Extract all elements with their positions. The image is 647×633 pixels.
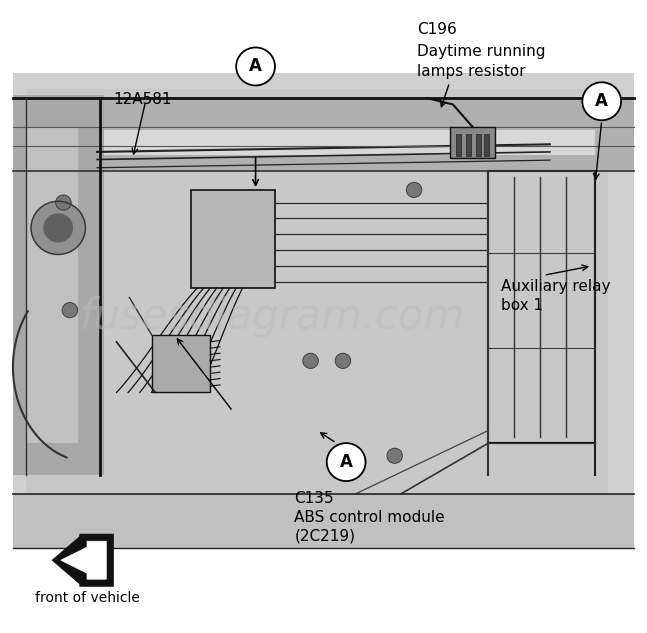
Circle shape [406,182,422,197]
Text: C135: C135 [294,491,334,506]
Text: front of vehicle: front of vehicle [35,591,140,605]
Bar [26,130,595,155]
Bar [13,73,634,548]
Circle shape [327,443,366,481]
Text: A: A [249,58,262,75]
Circle shape [236,47,275,85]
Circle shape [62,303,78,318]
Bar [476,134,481,156]
Text: fusesdiagram.com: fusesdiagram.com [79,296,465,337]
Bar [484,134,489,156]
Bar [191,190,275,288]
Bar [456,134,461,156]
Text: C196: C196 [417,22,457,37]
Text: Daytime running
lamps resistor: Daytime running lamps resistor [417,44,546,78]
Text: Auxiliary relay
box 1: Auxiliary relay box 1 [501,279,611,313]
Circle shape [303,353,318,368]
Circle shape [335,353,351,368]
Circle shape [582,82,621,120]
Polygon shape [52,534,113,586]
Bar [466,134,471,156]
Circle shape [31,201,85,254]
Bar [13,98,634,171]
Bar [26,127,78,443]
Bar [13,494,634,548]
Bar [13,95,104,475]
Circle shape [387,448,402,463]
Text: A: A [595,92,608,110]
Bar [488,171,595,443]
Bar [450,127,495,158]
Polygon shape [61,541,106,579]
Bar [152,335,210,392]
Circle shape [44,214,72,242]
Text: A: A [340,453,353,471]
Circle shape [56,195,71,210]
Text: ABS control module
(2C219): ABS control module (2C219) [294,510,445,544]
Text: 12A581: 12A581 [113,92,171,107]
Bar [26,89,608,532]
